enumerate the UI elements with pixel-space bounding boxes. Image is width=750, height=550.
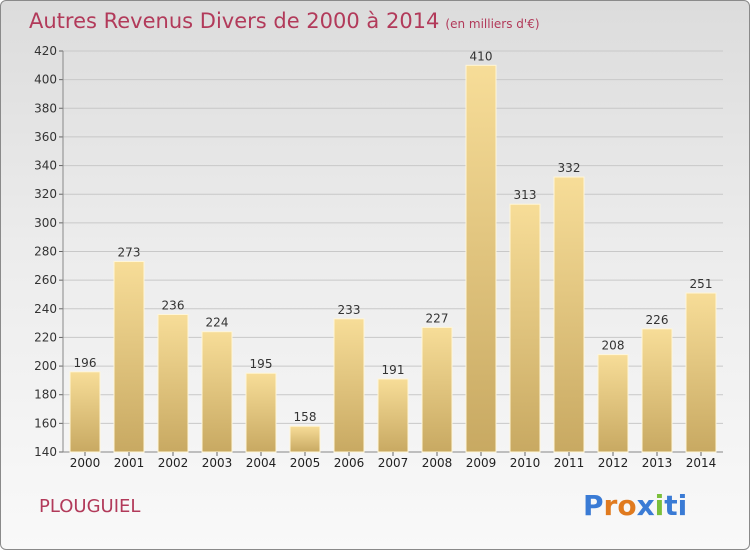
y-tick-label: 160 xyxy=(34,416,57,430)
y-tick-label: 260 xyxy=(34,273,57,287)
y-tick-label: 360 xyxy=(34,130,57,144)
logo-letter: r xyxy=(603,489,618,522)
x-tick-label-2013: 2013 xyxy=(642,456,673,470)
x-tick-label-2002: 2002 xyxy=(158,456,189,470)
chart-title: Autres Revenus Divers de 2000 à 2014 (en … xyxy=(29,9,540,33)
y-tick-label: 320 xyxy=(34,187,57,201)
data-label-2008: 227 xyxy=(426,311,449,325)
bar-2005 xyxy=(289,425,321,453)
bar-2011 xyxy=(553,176,585,453)
data-label-2012: 208 xyxy=(602,339,625,353)
data-label-2007: 191 xyxy=(382,363,405,377)
x-tick-label-2008: 2008 xyxy=(422,456,453,470)
y-tick-label: 240 xyxy=(34,302,57,316)
y-tick-label: 140 xyxy=(34,445,57,459)
data-label-2001: 273 xyxy=(118,246,141,260)
data-label-2005: 158 xyxy=(294,410,317,424)
logo-letter: i xyxy=(677,489,688,522)
x-axis: 2000 2001 2002 2003 2004 2005 2006 2007 2008 2009… xyxy=(70,452,717,470)
x-tick-label-2004: 2004 xyxy=(246,456,277,470)
y-tick-label: 420 xyxy=(34,44,57,58)
bar-2010 xyxy=(509,203,541,453)
commune-name: PLOUGUIEL xyxy=(39,496,141,517)
y-tick-label: 220 xyxy=(34,330,57,344)
bar-2000 xyxy=(69,371,101,453)
bar-2001 xyxy=(113,261,145,453)
x-tick-label-2005: 2005 xyxy=(290,456,321,470)
data-label-2013: 226 xyxy=(646,313,669,327)
logo-letter: t xyxy=(664,489,678,522)
y-tick-label: 400 xyxy=(34,73,57,87)
x-tick-label-2009: 2009 xyxy=(466,456,497,470)
bar-2007 xyxy=(377,378,409,453)
data-label-2003: 224 xyxy=(206,316,229,330)
y-tick-label: 200 xyxy=(34,359,57,373)
bars: 196 273 236 224 195 158 233 191 227 410 313 332 208 2… xyxy=(69,49,717,453)
x-tick-label-2012: 2012 xyxy=(598,456,629,470)
logo-letter: P xyxy=(583,489,604,522)
y-tick-label: 300 xyxy=(34,216,57,230)
x-tick-label-2001: 2001 xyxy=(114,456,145,470)
x-tick-label-2010: 2010 xyxy=(510,456,541,470)
y-tick-label: 340 xyxy=(34,159,57,173)
bar-2004 xyxy=(245,372,277,453)
bar-2012 xyxy=(597,354,629,453)
logo-letter: x xyxy=(636,489,655,522)
data-label-2011: 332 xyxy=(558,161,581,175)
x-tick-label-2014: 2014 xyxy=(686,456,717,470)
proxiti-logo[interactable]: Proxiti xyxy=(583,489,687,522)
bar-2009 xyxy=(465,64,497,453)
chart-title-text: Autres Revenus Divers de 2000 à 2014 xyxy=(29,9,440,33)
x-tick-label-2003: 2003 xyxy=(202,456,233,470)
bar-2003 xyxy=(201,331,233,453)
bar-2006 xyxy=(333,318,365,453)
logo-letter: i xyxy=(654,489,665,522)
chart-unit-note: (en milliers d'€) xyxy=(445,17,540,31)
data-label-2000: 196 xyxy=(74,356,97,370)
logo-letter: o xyxy=(617,489,637,522)
data-label-2014: 251 xyxy=(690,277,713,291)
bar-2002 xyxy=(157,314,189,453)
data-label-2009: 410 xyxy=(470,49,493,63)
y-tick-label: 280 xyxy=(34,245,57,259)
y-tick-label: 180 xyxy=(34,388,57,402)
x-tick-label-2007: 2007 xyxy=(378,456,409,470)
bar-2008 xyxy=(421,326,453,453)
x-tick-label-2011: 2011 xyxy=(554,456,585,470)
x-tick-label-2000: 2000 xyxy=(70,456,101,470)
x-tick-label-2006: 2006 xyxy=(334,456,365,470)
bar-2014 xyxy=(685,292,717,453)
bar-2013 xyxy=(641,328,673,453)
y-tick-label: 380 xyxy=(34,101,57,115)
data-label-2004: 195 xyxy=(250,357,273,371)
data-label-2006: 233 xyxy=(338,303,361,317)
data-label-2010: 313 xyxy=(514,188,537,202)
data-label-2002: 236 xyxy=(162,299,185,313)
